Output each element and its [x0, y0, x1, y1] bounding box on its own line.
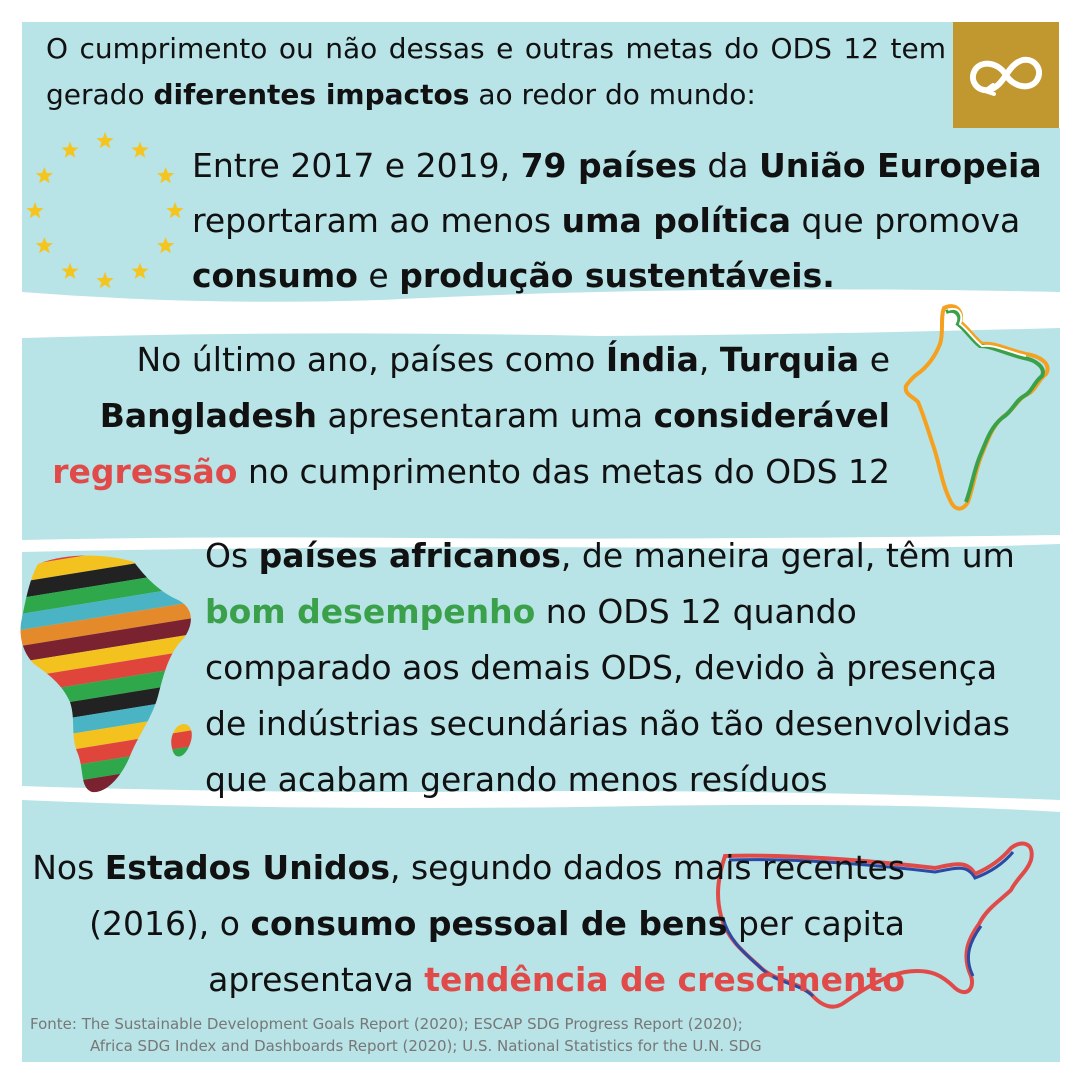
- eu-star-icon: [131, 141, 149, 158]
- africa-good-performance: bom desempenho: [205, 592, 536, 631]
- eu-star-icon: [96, 132, 114, 149]
- eu-star-icon: [26, 202, 44, 219]
- source-footer: Fonte: The Sustainable Development Goals…: [30, 1013, 860, 1057]
- africa-stripe: [20, 646, 192, 696]
- india-text-5: no cumprimento das metas do ODS 12: [237, 452, 890, 491]
- eu-star-icon: [166, 202, 184, 219]
- india-text-3: e: [859, 340, 890, 379]
- africa-stripe: [20, 598, 192, 648]
- eu-policy: uma política: [561, 201, 792, 240]
- eu-star-icon: [157, 167, 175, 184]
- country-bangladesh: Bangladesh: [99, 396, 317, 435]
- usa-text-3: per capita apresentava: [208, 904, 905, 999]
- eu-text-3: reportaram ao menos: [192, 201, 562, 240]
- intro-text-1: O cumprimento ou não dessas e outras met…: [46, 32, 946, 111]
- eu-text-5: e: [357, 256, 400, 295]
- usa-country: Estados Unidos: [104, 848, 390, 887]
- africa-stripe: [20, 630, 192, 680]
- country-india: Índia: [605, 340, 699, 379]
- india-considerable: considerável: [653, 396, 890, 435]
- eu-star-icon: [157, 237, 175, 254]
- africa-text-3: no ODS 12 quando comparado aos demais OD…: [205, 592, 1011, 799]
- eu-star-icon: [61, 262, 79, 279]
- eu-production: produção sustentáveis.: [399, 256, 835, 295]
- africa-stripe: [20, 582, 192, 632]
- eu-star-icon: [35, 237, 53, 254]
- india-paragraph: No último ano, países como Índia, Turqui…: [30, 332, 890, 500]
- africa-map-icon: [20, 555, 192, 793]
- eu-union-name: União Europeia: [759, 146, 1042, 185]
- usa-text-2: , segundo dados mais recentes (2016), o: [89, 848, 905, 943]
- india-map-icon: [903, 304, 1050, 511]
- intro-text-2: ao redor do mundo:: [469, 78, 756, 111]
- eu-text-1: Entre 2017 e 2019,: [192, 146, 521, 185]
- africa-text-1: Os: [205, 536, 259, 575]
- eu-countries-count: 79 países: [520, 146, 697, 185]
- eu-paragraph: Entre 2017 e 2019, 79 países da União Eu…: [192, 138, 1042, 303]
- africa-countries: países africanos: [258, 536, 561, 575]
- eu-consumption: consumo: [192, 256, 358, 295]
- africa-text-2: , de maneira geral, têm um: [560, 536, 1015, 575]
- india-regression: regressão: [52, 452, 238, 491]
- africa-stripe: [20, 790, 192, 793]
- intro-bold: diferentes impactos: [153, 78, 470, 111]
- source-line-2: Africa SDG Index and Dashboards Report (…: [90, 1037, 762, 1055]
- eu-text-4: que promova: [791, 201, 1021, 240]
- africa-stripe: [20, 614, 192, 664]
- usa-map-icon: [716, 841, 1034, 1009]
- usa-growth-trend: tendência de crescimento: [424, 960, 905, 999]
- india-text-1: No último ano, países como: [136, 340, 606, 379]
- eu-text-2: da: [696, 146, 760, 185]
- eu-stars-icon: [26, 132, 184, 289]
- country-turkey: Turquia: [719, 340, 860, 379]
- india-text-4: apresentaram uma: [316, 396, 654, 435]
- intro-paragraph: O cumprimento ou não dessas e outras met…: [46, 26, 946, 118]
- usa-text-1: Nos: [32, 848, 105, 887]
- infinity-arrows-icon: [969, 56, 1043, 96]
- india-text-2: ,: [698, 340, 720, 379]
- eu-star-icon: [35, 167, 53, 184]
- usa-paragraph: Nos Estados Unidos, segundo dados mais r…: [30, 840, 905, 1008]
- sdg12-badge: [953, 22, 1059, 128]
- africa-paragraph: Os países africanos, de maneira geral, t…: [205, 528, 1045, 808]
- usa-personal-consumption: consumo pessoal de bens: [250, 904, 728, 943]
- eu-star-icon: [96, 272, 114, 289]
- eu-star-icon: [131, 262, 149, 279]
- source-line-1: Fonte: The Sustainable Development Goals…: [30, 1015, 743, 1033]
- africa-stripe: [20, 555, 192, 584]
- eu-star-icon: [61, 141, 79, 158]
